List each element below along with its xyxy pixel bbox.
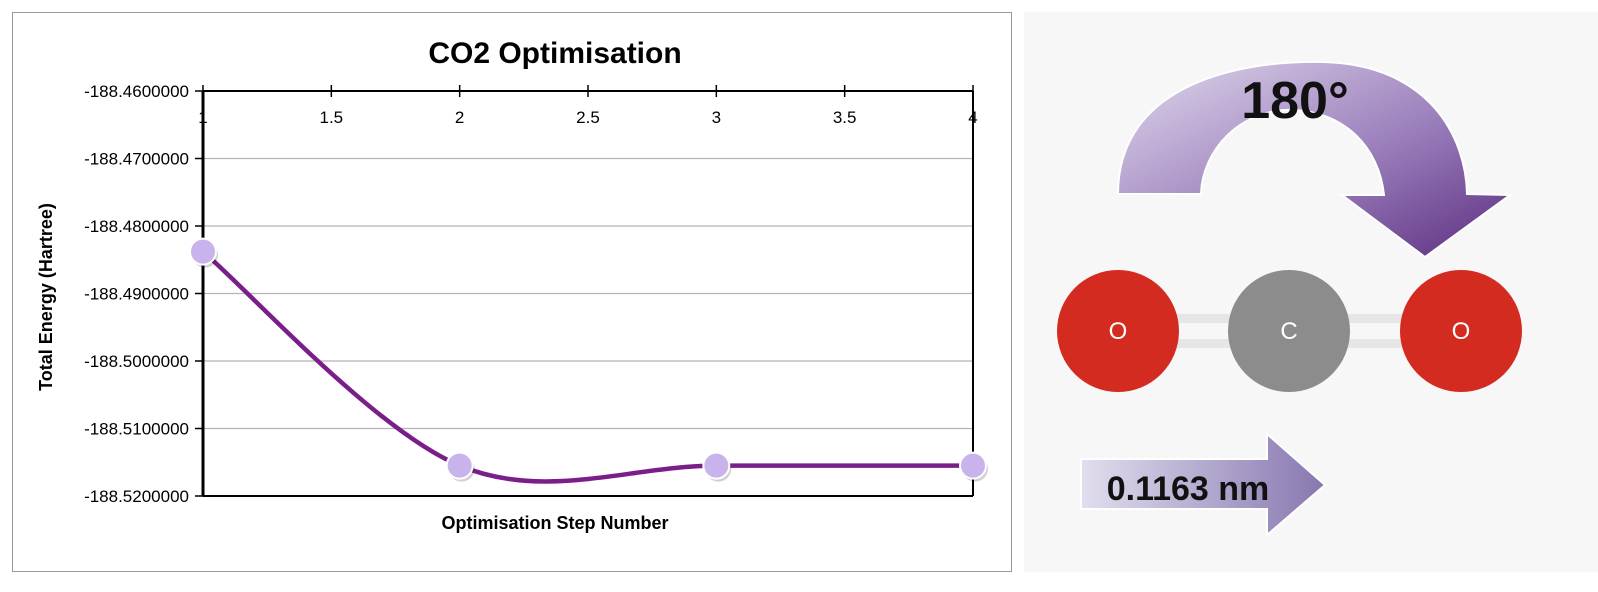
angle-label: 180°	[1241, 72, 1349, 130]
atom-label: C	[1280, 318, 1297, 345]
rotation-arrow-icon	[1116, 60, 1513, 259]
atom-oxygen-left: O	[1057, 270, 1179, 392]
double-bond-left	[1170, 314, 1240, 348]
x-tick-label: 2.5	[576, 108, 600, 127]
x-tick-label: 1.5	[320, 108, 344, 127]
series-line	[201, 249, 973, 484]
atom-carbon: C	[1228, 270, 1350, 392]
y-tick-label: -188.5000000	[84, 352, 189, 371]
atom-label: O	[1452, 318, 1471, 345]
x-tick-label: 3	[712, 108, 721, 127]
molecule-diagram-panel: 180° O C O 0.1163 nm	[1024, 12, 1598, 572]
chart-panel: CO2 Optimisation -188.4600000 -188.470000…	[12, 12, 1012, 572]
x-tick-label: 1	[198, 108, 207, 127]
y-tick-label: -188.5200000	[84, 487, 189, 506]
y-tick-label: -188.4900000	[84, 285, 189, 304]
data-point	[445, 451, 474, 480]
co2-molecule-diagram: 180° O C O 0.1163 nm	[1057, 60, 1522, 538]
x-tick-label: 3.5	[833, 108, 857, 127]
axes	[195, 85, 974, 497]
x-tick-label: 2	[455, 108, 464, 127]
atom-oxygen-right: O	[1400, 270, 1522, 392]
y-tick-label: -188.4700000	[84, 150, 189, 169]
energy-chart: CO2 Optimisation -188.4600000 -188.470000…	[36, 37, 988, 533]
tick-labels: -188.4600000 -188.4700000 -188.4800000 -188…	[84, 82, 978, 506]
x-axis-label: Optimisation Step Number	[441, 513, 668, 533]
y-tick-label: -188.4800000	[84, 217, 189, 236]
atom-label: O	[1109, 318, 1128, 345]
y-axis-label: Total Energy (Hartree)	[36, 203, 56, 391]
data-point	[702, 451, 731, 480]
data-point	[189, 237, 217, 266]
series-group	[189, 237, 988, 484]
data-point	[959, 451, 987, 480]
x-tick-label: 4	[968, 108, 977, 127]
chart-title: CO2 Optimisation	[428, 37, 681, 70]
bond-length-label: 0.1163 nm	[1107, 470, 1270, 508]
bond-length-arrow-icon	[1080, 431, 1327, 538]
y-tick-label: -188.5100000	[84, 420, 189, 439]
y-tick-label: -188.4600000	[84, 82, 189, 101]
grid-lines	[203, 90, 973, 497]
double-bond-right	[1342, 314, 1414, 348]
